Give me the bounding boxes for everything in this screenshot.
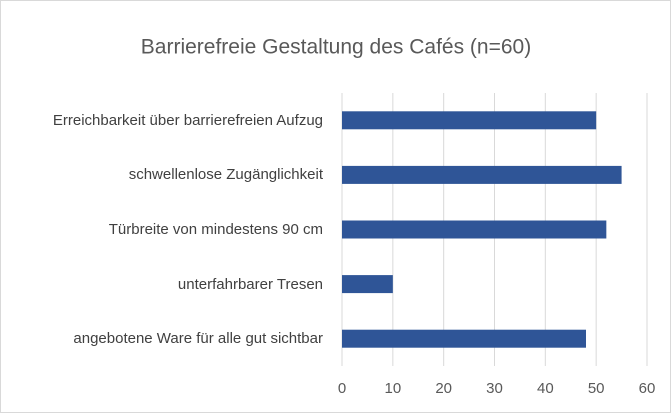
- y-tick-label-box: Erreichbarkeit über barrierefreien Aufzu…: [53, 95, 323, 145]
- x-tick-label: 10: [384, 380, 401, 397]
- bar: [342, 111, 597, 130]
- bar: [342, 329, 586, 348]
- y-tick-label: angebotene Ware für alle gut sichtbar: [73, 330, 323, 348]
- x-tick-label: 60: [639, 380, 656, 397]
- y-tick-label-box: Türbreite von mindestens 90 cm: [109, 205, 323, 255]
- y-tick-label: unterfahrbarer Tresen: [177, 275, 323, 293]
- chart-title: Barrierefreie Gestaltung des Cafés (n=60…: [141, 36, 531, 59]
- y-tick-label: Türbreite von mindestens 90 cm: [108, 221, 323, 238]
- x-tick-label: 30: [486, 380, 503, 397]
- y-tick-label: schwellenlose Zugänglichkeit: [128, 166, 323, 184]
- x-tick-label: 20: [435, 380, 452, 397]
- bar: [342, 220, 607, 239]
- y-tick-label-box: angebotene Ware für alle gut sichtbar: [73, 314, 323, 364]
- y-tick-label-box: unterfahrbarer Tresen: [178, 259, 323, 309]
- y-tick-label: Erreichbarkeit über barrierefreien Aufzu…: [52, 111, 323, 129]
- bar: [342, 275, 393, 294]
- y-tick-label-box: schwellenlose Zugänglichkeit: [129, 150, 323, 200]
- x-tick-label: 40: [537, 380, 554, 397]
- x-tick-label: 50: [588, 380, 605, 397]
- bar: [342, 165, 622, 184]
- x-tick-label: 0: [338, 380, 346, 397]
